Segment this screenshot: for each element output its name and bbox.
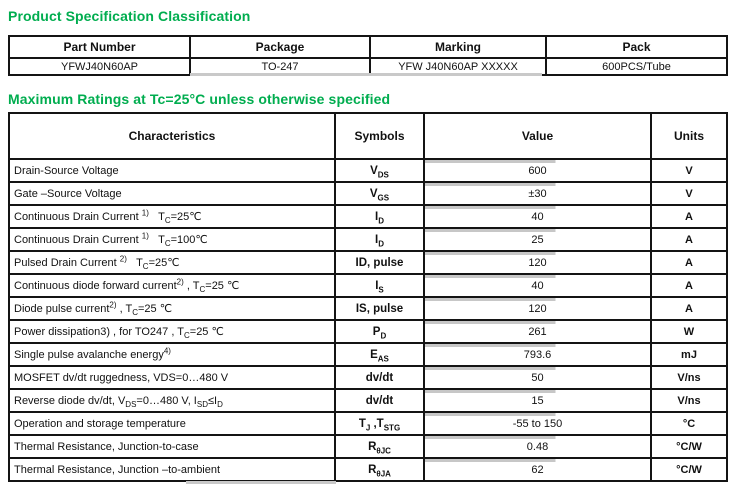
symbol-cell: ID — [334, 204, 425, 229]
value-cell: ±30 — [423, 181, 652, 206]
symbol-cell: PD — [334, 319, 425, 344]
pack-cell: 600PCS/Tube — [545, 57, 728, 76]
symbol-cell: TJ ,TSTG — [334, 411, 425, 436]
section-title-max-ratings: Maximum Ratings at Tc=25°C unless otherw… — [8, 91, 391, 107]
symbol-cell: dv/dt — [334, 388, 425, 413]
table-row: Diode pulse current2) , TC=25 ℃ IS, pulse… — [8, 296, 728, 321]
unit-cell: V/ns — [650, 365, 728, 390]
scan-shadow-artifact — [190, 73, 542, 76]
table-row: Gate –Source Voltage VGS ±30 V — [8, 181, 728, 206]
characteristic-cell: Drain-Source Voltage — [8, 158, 336, 183]
value-cell: 600 — [423, 158, 652, 183]
value-cell: 120 — [423, 296, 652, 321]
symbol-cell: ID — [334, 227, 425, 252]
col-header-part-number: Part Number — [8, 35, 191, 59]
value-cell: 0.48 — [423, 434, 652, 459]
table-row: Reverse diode dv/dt, VDS=0…480 V, ISD≤ID… — [8, 388, 728, 413]
symbol-cell: RθJA — [334, 457, 425, 482]
symbol-cell: IS, pulse — [334, 296, 425, 321]
symbol-cell: VDS — [334, 158, 425, 183]
table-row: Drain-Source Voltage VDS 600 V — [8, 158, 728, 183]
characteristic-cell: Power dissipation3) , for TO247 , TC=25 … — [8, 319, 336, 344]
table-row: Continuous diode forward current2) , TC=… — [8, 273, 728, 298]
characteristic-cell: Continuous diode forward current2) , TC=… — [8, 273, 336, 298]
characteristic-cell: Single pulse avalanche energy4) — [8, 342, 336, 367]
col-header-pack: Pack — [545, 35, 728, 59]
symbol-cell: dv/dt — [334, 365, 425, 390]
scan-shadow-artifact — [186, 481, 336, 484]
col-header-marking: Marking — [369, 35, 547, 59]
col-header-value: Value — [423, 112, 652, 160]
value-cell: 15 — [423, 388, 652, 413]
header-row: Characteristics Symbols Value Units — [8, 112, 728, 160]
characteristic-cell: MOSFET dv/dt ruggedness, VDS=0…480 V — [8, 365, 336, 390]
unit-cell: V — [650, 158, 728, 183]
value-cell: 40 — [423, 204, 652, 229]
product-spec-table: Part Number Package Marking Pack YFWJ40N… — [8, 35, 728, 76]
value-cell: 62 — [423, 457, 652, 482]
characteristic-cell: Continuous Drain Current 1) TC=25℃ — [8, 204, 336, 229]
characteristic-cell: Thermal Resistance, Junction –to-ambient — [8, 457, 336, 482]
characteristic-cell: Thermal Resistance, Junction-to-case — [8, 434, 336, 459]
table-row: Power dissipation3) , for TO247 , TC=25 … — [8, 319, 728, 344]
col-header-units: Units — [650, 112, 728, 160]
col-header-package: Package — [189, 35, 371, 59]
max-ratings-table: Characteristics Symbols Value Units Drai… — [8, 112, 728, 482]
table-row: Thermal Resistance, Junction-to-case RθJC… — [8, 434, 728, 459]
col-header-characteristics: Characteristics — [8, 112, 336, 160]
unit-cell: A — [650, 273, 728, 298]
value-cell: 261 — [423, 319, 652, 344]
unit-cell: V/ns — [650, 388, 728, 413]
characteristic-cell: Pulsed Drain Current 2) TC=25℃ — [8, 250, 336, 275]
symbol-cell: VGS — [334, 181, 425, 206]
unit-cell: °C/W — [650, 457, 728, 482]
unit-cell: °C — [650, 411, 728, 436]
symbol-cell: EAS — [334, 342, 425, 367]
characteristic-cell: Continuous Drain Current 1) TC=100℃ — [8, 227, 336, 252]
value-cell: -55 to 150 — [423, 411, 652, 436]
unit-cell: mJ — [650, 342, 728, 367]
table-row: Continuous Drain Current 1) TC=25℃ ID 40 A — [8, 204, 728, 229]
table-row: Thermal Resistance, Junction –to-ambient… — [8, 457, 728, 482]
value-cell: 120 — [423, 250, 652, 275]
characteristic-cell: Gate –Source Voltage — [8, 181, 336, 206]
part-number-cell: YFWJ40N60AP — [8, 57, 191, 76]
unit-cell: A — [650, 250, 728, 275]
symbol-cell: RθJC — [334, 434, 425, 459]
unit-cell: A — [650, 296, 728, 321]
value-cell: 40 — [423, 273, 652, 298]
table-row: Operation and storage temperature TJ ,TST… — [8, 411, 728, 436]
value-cell: 50 — [423, 365, 652, 390]
section-title-product-spec: Product Specification Classification — [8, 8, 251, 24]
characteristic-cell: Diode pulse current2) , TC=25 ℃ — [8, 296, 336, 321]
header-row: Part Number Package Marking Pack — [8, 35, 728, 59]
unit-cell: W — [650, 319, 728, 344]
table-row: Single pulse avalanche energy4) EAS 793.6 m… — [8, 342, 728, 367]
table-row: Pulsed Drain Current 2) TC=25℃ ID, pulse 1… — [8, 250, 728, 275]
unit-cell: A — [650, 204, 728, 229]
unit-cell: A — [650, 227, 728, 252]
symbol-cell: IS — [334, 273, 425, 298]
value-cell: 25 — [423, 227, 652, 252]
table-row: Continuous Drain Current 1) TC=100℃ ID 25 A — [8, 227, 728, 252]
characteristic-cell: Reverse diode dv/dt, VDS=0…480 V, ISD≤ID — [8, 388, 336, 413]
symbol-cell: ID, pulse — [334, 250, 425, 275]
col-header-symbols: Symbols — [334, 112, 425, 160]
characteristic-cell: Operation and storage temperature — [8, 411, 336, 436]
unit-cell: °C/W — [650, 434, 728, 459]
unit-cell: V — [650, 181, 728, 206]
value-cell: 793.6 — [423, 342, 652, 367]
